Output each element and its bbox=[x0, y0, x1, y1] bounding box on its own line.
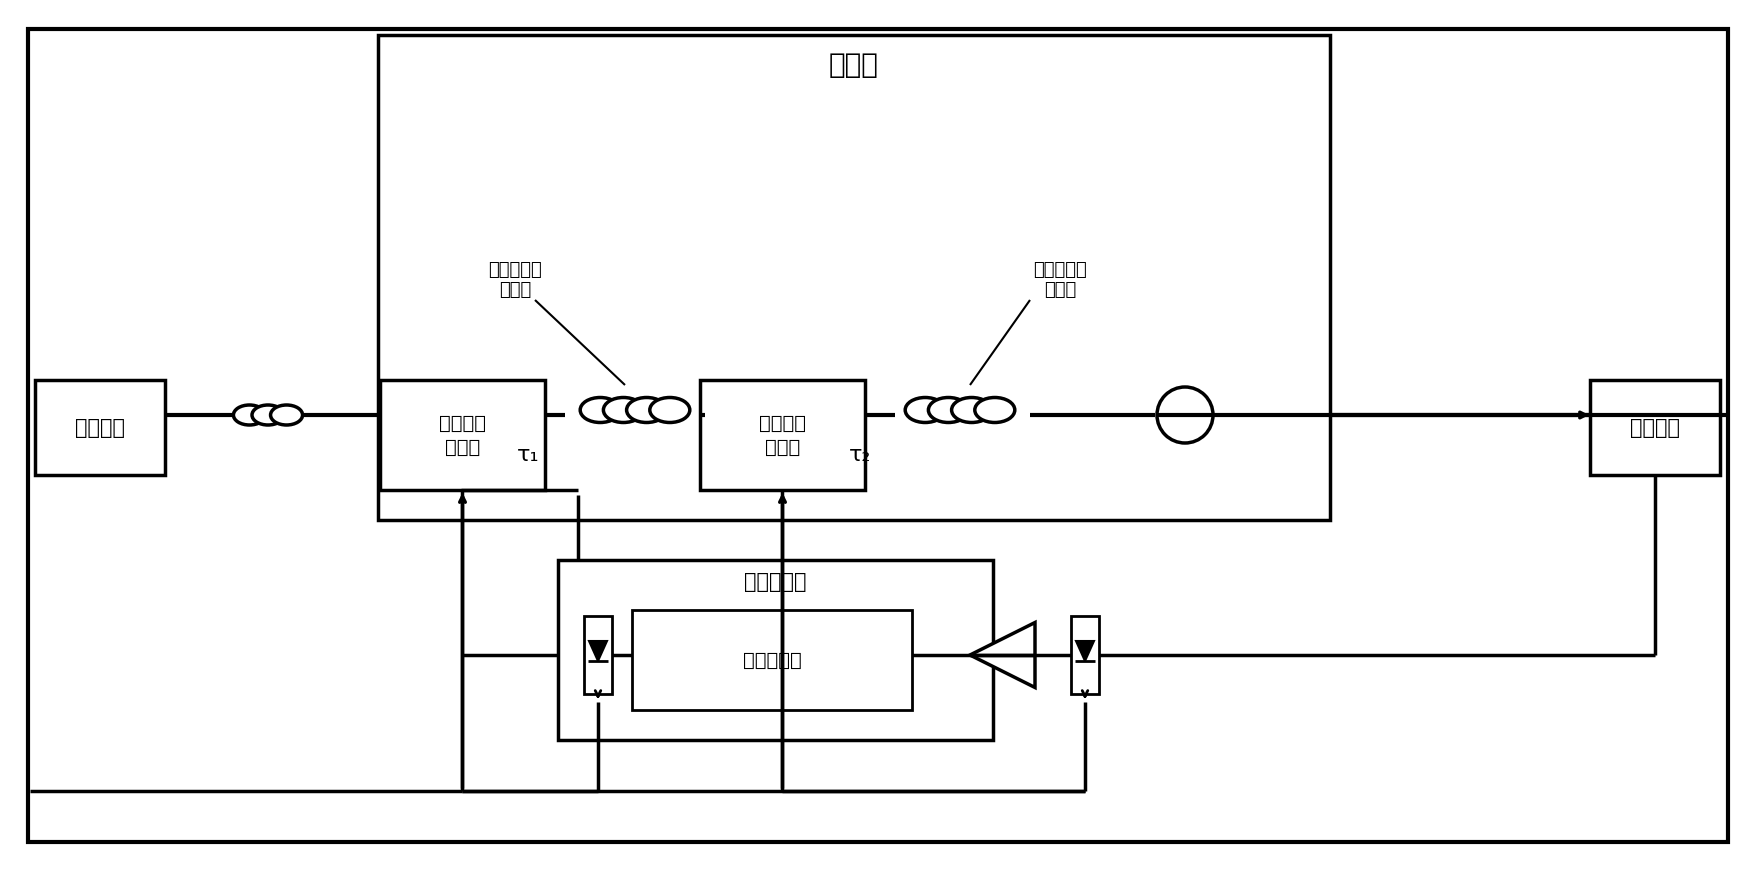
Text: 自动偏振: 自动偏振 bbox=[758, 414, 806, 433]
Polygon shape bbox=[588, 641, 607, 661]
Bar bbox=[35, 380, 165, 475]
Text: 射光纤: 射光纤 bbox=[1042, 281, 1076, 299]
Bar bbox=[377, 35, 1329, 520]
Text: 失真放大器: 失真放大器 bbox=[744, 572, 806, 592]
Ellipse shape bbox=[579, 397, 620, 422]
Ellipse shape bbox=[270, 405, 302, 425]
Ellipse shape bbox=[928, 397, 967, 422]
Bar bbox=[1588, 380, 1718, 475]
Text: 自动偏振: 自动偏振 bbox=[439, 414, 486, 433]
Polygon shape bbox=[1076, 641, 1093, 661]
Bar bbox=[584, 616, 612, 694]
Ellipse shape bbox=[649, 397, 690, 422]
Polygon shape bbox=[969, 623, 1034, 687]
Text: τ₁: τ₁ bbox=[516, 445, 539, 465]
Text: 光发送器: 光发送器 bbox=[75, 417, 125, 437]
Text: τ₂: τ₂ bbox=[848, 445, 870, 465]
Text: 第一高双折: 第一高双折 bbox=[488, 261, 542, 279]
Ellipse shape bbox=[904, 397, 944, 422]
Text: 电子滤波器: 电子滤波器 bbox=[742, 651, 800, 670]
Text: 补偿器: 补偿器 bbox=[828, 51, 879, 79]
Ellipse shape bbox=[253, 405, 284, 425]
Bar bbox=[558, 560, 992, 740]
Bar bbox=[632, 610, 911, 710]
Ellipse shape bbox=[604, 397, 642, 422]
Bar bbox=[379, 380, 544, 490]
Text: 第二高双折: 第二高双折 bbox=[1032, 261, 1086, 279]
Circle shape bbox=[1157, 387, 1213, 443]
Bar bbox=[1071, 616, 1099, 694]
Text: 变换器: 变换器 bbox=[765, 437, 800, 456]
Text: 变换器: 变换器 bbox=[444, 437, 479, 456]
Bar bbox=[700, 380, 865, 490]
Text: 射光纤: 射光纤 bbox=[498, 281, 530, 299]
Ellipse shape bbox=[951, 397, 992, 422]
Text: 光接收器: 光接收器 bbox=[1629, 417, 1680, 437]
Ellipse shape bbox=[233, 405, 265, 425]
Ellipse shape bbox=[974, 397, 1014, 422]
Ellipse shape bbox=[627, 397, 667, 422]
